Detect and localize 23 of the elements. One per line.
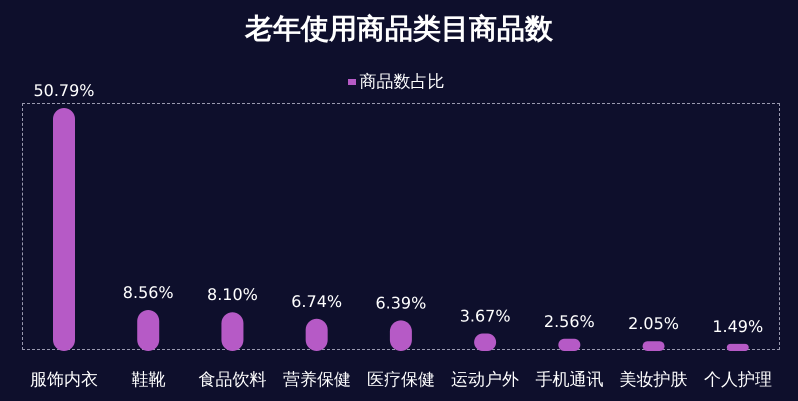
data-label: 50.79% — [33, 81, 95, 100]
x-tick-label: 手机通讯 — [535, 370, 604, 390]
chart-title: 老年使用商品类目商品数 — [244, 11, 554, 47]
x-tick-label: 美妆护肤 — [620, 370, 688, 390]
data-label: 2.56% — [544, 312, 595, 331]
x-tick-label: 个人护理 — [704, 370, 772, 390]
x-tick-label: 运动户外 — [451, 370, 520, 390]
data-label: 6.39% — [375, 293, 426, 312]
bar — [726, 344, 749, 351]
data-label: 1.49% — [712, 316, 764, 336]
data-label: 2.05% — [628, 314, 679, 334]
data-label: 8.56% — [122, 283, 174, 302]
bar — [53, 108, 75, 351]
data-label: 6.74% — [291, 292, 342, 311]
x-tick-label: 食品饮料 — [198, 370, 267, 390]
data-label: 3.67% — [460, 306, 511, 326]
bar — [642, 341, 665, 351]
x-tick-label: 营养保健 — [282, 370, 351, 390]
legend-label: 商品数占比 — [360, 72, 444, 92]
x-tick-label: 医疗保健 — [367, 370, 435, 390]
x-tick-label: 鞋靴 — [131, 370, 166, 390]
x-tick-label: 服饰内衣 — [30, 370, 98, 390]
data-label: 8.10% — [207, 285, 258, 304]
